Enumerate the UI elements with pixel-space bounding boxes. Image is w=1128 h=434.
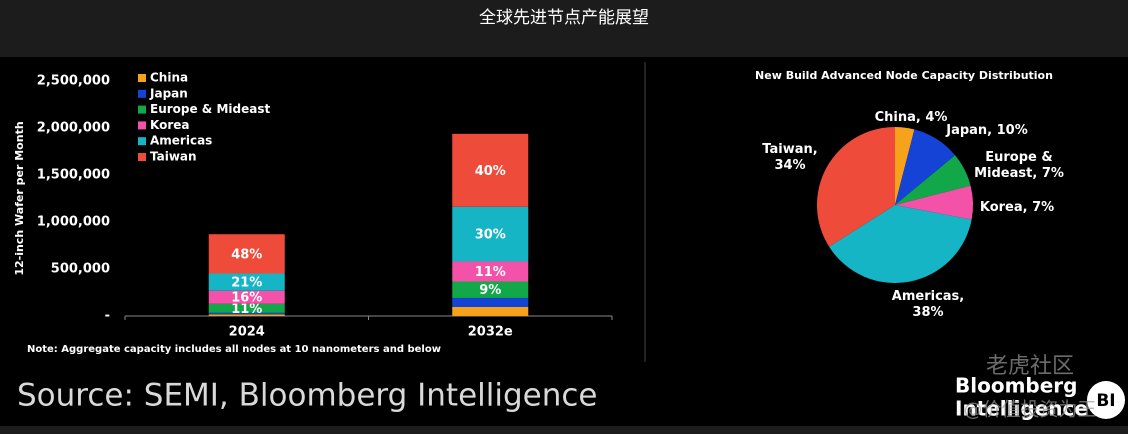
pie-slice <box>895 129 956 205</box>
bar-segment <box>452 306 529 316</box>
bar-segment <box>208 234 285 274</box>
logo-text: Intelligence <box>955 397 1088 421</box>
legend-label: Korea <box>150 118 190 132</box>
logo-badge <box>1087 381 1125 419</box>
bar-segment <box>452 261 529 282</box>
segment-label: 9% <box>479 283 501 298</box>
bar-segment <box>452 206 529 262</box>
y-tick-label: - <box>105 309 110 324</box>
pie-slice <box>895 127 915 205</box>
legend-label: Americas <box>150 134 212 148</box>
legend-label: Japan <box>149 86 188 100</box>
segment-label: 48% <box>231 247 262 262</box>
pie-slice <box>829 205 972 284</box>
bar-segment <box>208 290 285 304</box>
bar-segment <box>208 273 285 291</box>
y-tick-label: 2,000,000 <box>37 121 110 136</box>
bar-segment <box>208 303 285 313</box>
y-tick-label: 1,000,000 <box>37 215 110 230</box>
watermark: @价值投资为王 <box>963 399 1096 421</box>
watermark: 老虎社区 <box>986 354 1074 379</box>
segment-label: 16% <box>231 291 262 306</box>
bar-segment <box>452 133 529 207</box>
segment-label: 21% <box>231 276 262 291</box>
legend-swatch <box>138 89 146 98</box>
pie-slice <box>816 127 895 247</box>
x-tick-label: 2032e <box>468 325 513 340</box>
pie-slice <box>895 155 971 205</box>
x-tick-label: 2024 <box>229 325 265 340</box>
bar-segment <box>452 281 529 298</box>
y-tick-label: 500,000 <box>51 262 110 277</box>
legend-swatch <box>138 137 146 146</box>
slice-label: Japan, 10% <box>946 123 1028 138</box>
legend-swatch <box>138 153 146 161</box>
logo-text: Bloomberg <box>955 374 1077 398</box>
legend-swatch <box>138 74 146 82</box>
y-tick-label: 2,500,000 <box>37 74 110 89</box>
slice-label: Taiwan, 34% <box>762 142 818 173</box>
source: Source: SEMI, Bloomberg Intelligence <box>17 378 598 414</box>
slice-label: Korea, 7% <box>979 200 1055 215</box>
legend-label: Europe & Mideast <box>150 102 270 116</box>
pie-slice <box>895 185 974 220</box>
y-axis-label: 12-inch Wafer per Month <box>13 121 26 275</box>
legend-swatch <box>138 105 146 114</box>
segment-label: 40% <box>475 164 506 179</box>
segment-label: 11% <box>475 265 506 280</box>
y-tick-label: 1,500,000 <box>37 168 110 183</box>
note: Note: Aggregate capacity includes all no… <box>27 344 441 355</box>
segment-label: 11% <box>231 302 262 317</box>
pie-title: New Build Advanced Node Capacity Distrib… <box>755 69 1053 82</box>
slice-label: Americas, 38% <box>891 289 965 320</box>
slice-label: Europe & Mideast, 7% <box>974 150 1064 181</box>
bar-segment <box>208 312 285 315</box>
bar-segment <box>452 297 529 307</box>
legend-swatch <box>138 121 146 130</box>
legend-label: Taiwan <box>150 150 197 164</box>
slice-label: China, 4% <box>874 110 948 125</box>
page-title: 全球先进节点产能展望 <box>479 8 649 28</box>
legend-label: China <box>150 71 188 85</box>
logo-badge-text: BI <box>1096 391 1115 411</box>
segment-label: 30% <box>475 228 506 243</box>
bar-segment <box>208 314 285 316</box>
